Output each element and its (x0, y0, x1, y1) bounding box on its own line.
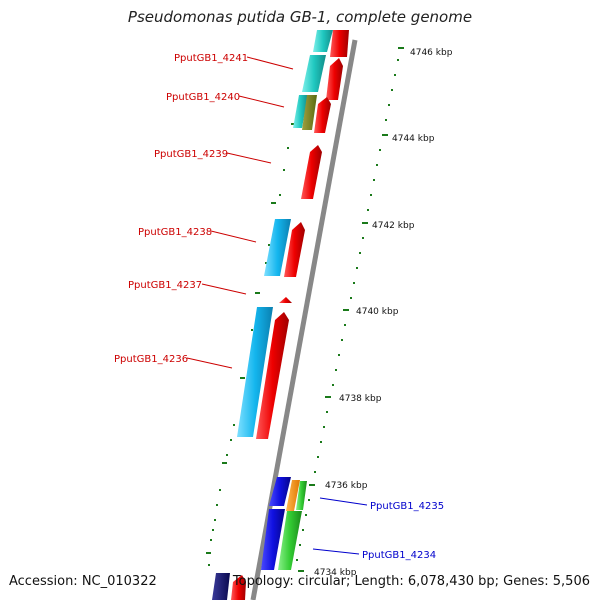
leader-lines (186, 56, 368, 555)
cds-arrow[interactable] (284, 222, 305, 277)
topology-text: Topology: circular; Length: 6,078,430 bp… (232, 574, 590, 589)
gene-arrow[interactable] (212, 573, 230, 600)
inner-scale (206, 111, 303, 566)
tick-label: 4742 kbp (372, 221, 415, 231)
gene-arrow[interactable] (302, 95, 317, 130)
cds-arrow[interactable] (301, 145, 322, 199)
gene-track-plus (212, 477, 307, 600)
tick-label: 4746 kbp (410, 48, 453, 58)
cds-arrow[interactable] (279, 297, 292, 303)
gene-track-minus (237, 30, 333, 437)
tick-label: 4744 kbp (392, 134, 435, 144)
cds-track (231, 30, 349, 600)
gene-label[interactable]: PputGB1_4235 (370, 501, 444, 512)
tick-label: 4734 kbp (314, 568, 357, 578)
gene-label[interactable]: PputGB1_4239 (154, 149, 228, 160)
cds-arrow[interactable] (314, 97, 331, 133)
tick-label: 4736 kbp (325, 481, 368, 491)
gene-arrow[interactable] (269, 477, 291, 506)
cds-arrow[interactable] (326, 58, 343, 100)
gene-label[interactable]: PputGB1_4236 (114, 354, 188, 365)
gene-label[interactable]: PputGB1_4234 (362, 550, 436, 561)
outer-scale (296, 47, 404, 572)
gene-label[interactable]: PputGB1_4238 (138, 227, 212, 238)
gene-label[interactable]: PputGB1_4237 (128, 280, 202, 291)
gene-label[interactable]: PputGB1_4241 (174, 53, 248, 64)
gene-arrow[interactable] (302, 55, 326, 92)
cds-arrow[interactable] (256, 312, 289, 439)
gene-arrow[interactable] (261, 509, 285, 570)
accession-text: Accession: NC_010322 (9, 574, 157, 589)
tick-label: 4740 kbp (356, 307, 399, 317)
genome-title: Pseudomonas putida GB-1, complete genome (127, 8, 473, 26)
gene-label[interactable]: PputGB1_4240 (166, 92, 240, 103)
cds-arrow[interactable] (330, 30, 349, 57)
gene-arrow[interactable] (237, 307, 273, 437)
gene-arrow[interactable] (293, 95, 308, 128)
gene-arrow[interactable] (278, 511, 302, 570)
gene-arrow[interactable] (296, 481, 307, 510)
cds-arrow[interactable] (231, 575, 246, 600)
tick-label: 4738 kbp (339, 394, 382, 404)
gene-arrow[interactable] (286, 480, 300, 511)
gene-arrow[interactable] (264, 219, 291, 276)
genome-backbone (250, 39, 358, 600)
gene-arrow[interactable] (313, 30, 333, 52)
